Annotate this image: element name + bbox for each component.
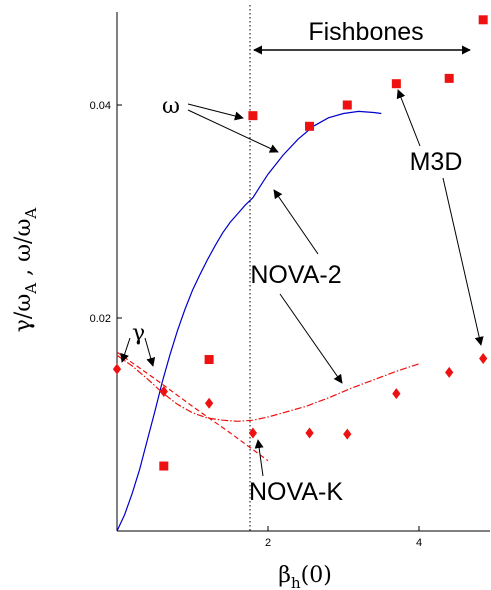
data-point-m3d-omega: [391, 79, 401, 89]
x-axis-title: βh(0): [278, 563, 332, 590]
data-point-m3d-omega: [204, 355, 214, 365]
annotation-gamma: γ: [120, 321, 156, 367]
series-line-nova-2-omega: [116, 110, 382, 532]
data-point-m3d-omega: [342, 100, 352, 110]
data-point-m3d-gamma: [204, 397, 214, 409]
data-point-m3d-gamma: [305, 427, 314, 439]
x-tick-label: 2: [265, 537, 271, 549]
data-point-m3d-gamma: [445, 366, 454, 378]
annotation-fishbones: Fishbones: [253, 18, 471, 55]
svg-text:Fishbones: Fishbones: [308, 18, 423, 46]
data-point-m3d-gamma: [392, 388, 401, 400]
data-point-m3d-gamma: [112, 363, 122, 375]
svg-text:NOVA-K: NOVA-K: [249, 478, 343, 506]
data-point-m3d-omega: [248, 111, 258, 121]
y-tick-label: 0.04: [90, 100, 111, 112]
data-point-m3d-omega: [305, 121, 315, 131]
data-point-m3d-omega: [444, 73, 454, 83]
svg-text:ω: ω: [162, 94, 180, 119]
data-point-m3d-gamma: [343, 428, 352, 440]
svg-text:NOVA-2: NOVA-2: [250, 261, 341, 289]
y-axis-title: γ/ωA , ω/ωA: [11, 208, 40, 333]
data-point-m3d-gamma: [159, 385, 168, 397]
data-point-m3d-gamma: [248, 427, 258, 439]
annotation-m3d: M3D: [396, 89, 484, 346]
data-point-m3d-gamma: [479, 352, 488, 364]
x-tick-label: 4: [416, 537, 422, 549]
data-point-m3d-omega: [478, 15, 488, 25]
svg-text:M3D: M3D: [410, 148, 463, 176]
series-line-nova-2-gamma: [116, 354, 420, 422]
annotation-omega: ω: [162, 94, 279, 153]
annotation-novak: NOVA-K: [249, 439, 343, 506]
series-line-nova-k-gamma: [116, 351, 269, 462]
svg-text:γ: γ: [132, 321, 145, 346]
y-tick-label: 0.02: [90, 313, 111, 325]
annotation-nova2: NOVA-2: [250, 189, 343, 384]
data-point-m3d-omega: [159, 461, 169, 471]
